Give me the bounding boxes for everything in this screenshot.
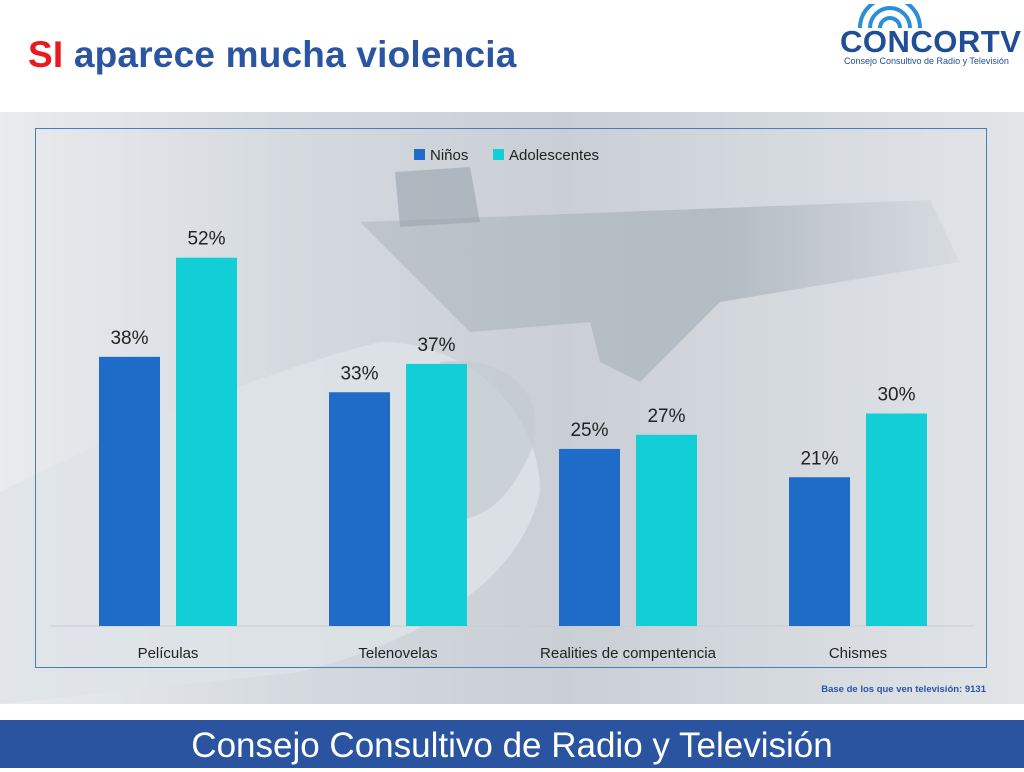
broadcast-signal-icon [858, 4, 922, 29]
data-label: 30% [877, 385, 915, 406]
category-label: Realities de compentencia [540, 645, 717, 662]
chart-container: 38% 52% Películas 33% 37% Telenovelas 25% 27% Re… [35, 128, 987, 668]
data-label: 25% [570, 420, 608, 441]
logo-subtitle: Consejo Consultivo de Radio y Televisión [844, 56, 1009, 66]
category-label: Telenovelas [358, 645, 437, 662]
legend-swatch-0 [414, 149, 425, 160]
bar-ninos-2 [559, 448, 620, 626]
data-label: 21% [800, 448, 838, 469]
bar-chart: 38% 52% Películas 33% 37% Telenovelas 25% 27% Re… [50, 147, 974, 662]
data-label: 37% [417, 335, 455, 356]
data-label: 33% [340, 363, 378, 384]
bar-ninos-3 [789, 477, 850, 626]
bar-ninos-0 [99, 356, 160, 626]
legend-label-1: Adolescentes [509, 147, 599, 164]
legend-label-0: Niños [430, 147, 468, 164]
source-note: Base de los que ven televisión: 9131 [821, 684, 986, 695]
bar-adolescentes-3 [866, 413, 927, 626]
legend-swatch-1 [493, 149, 504, 160]
bar-ninos-1 [329, 392, 390, 626]
data-label: 27% [647, 406, 685, 427]
footer-banner: Consejo Consultivo de Radio y Televisión [0, 720, 1024, 768]
concortv-logo: CONCORTV Consejo Consultivo de Radio y T… [836, 4, 1022, 74]
bar-adolescentes-2 [636, 434, 697, 626]
bar-adolescentes-1 [406, 363, 467, 626]
data-label: 38% [110, 328, 148, 349]
page-title: SI aparece mucha violencia [28, 34, 517, 76]
bar-adolescentes-0 [176, 257, 237, 626]
logo-wordmark: CONCORTV [840, 24, 1022, 59]
title-accent: SI [28, 34, 64, 75]
category-label: Películas [138, 645, 199, 662]
title-rest: aparece mucha violencia [63, 34, 517, 75]
category-label: Chismes [829, 645, 887, 662]
data-label: 52% [187, 229, 225, 250]
